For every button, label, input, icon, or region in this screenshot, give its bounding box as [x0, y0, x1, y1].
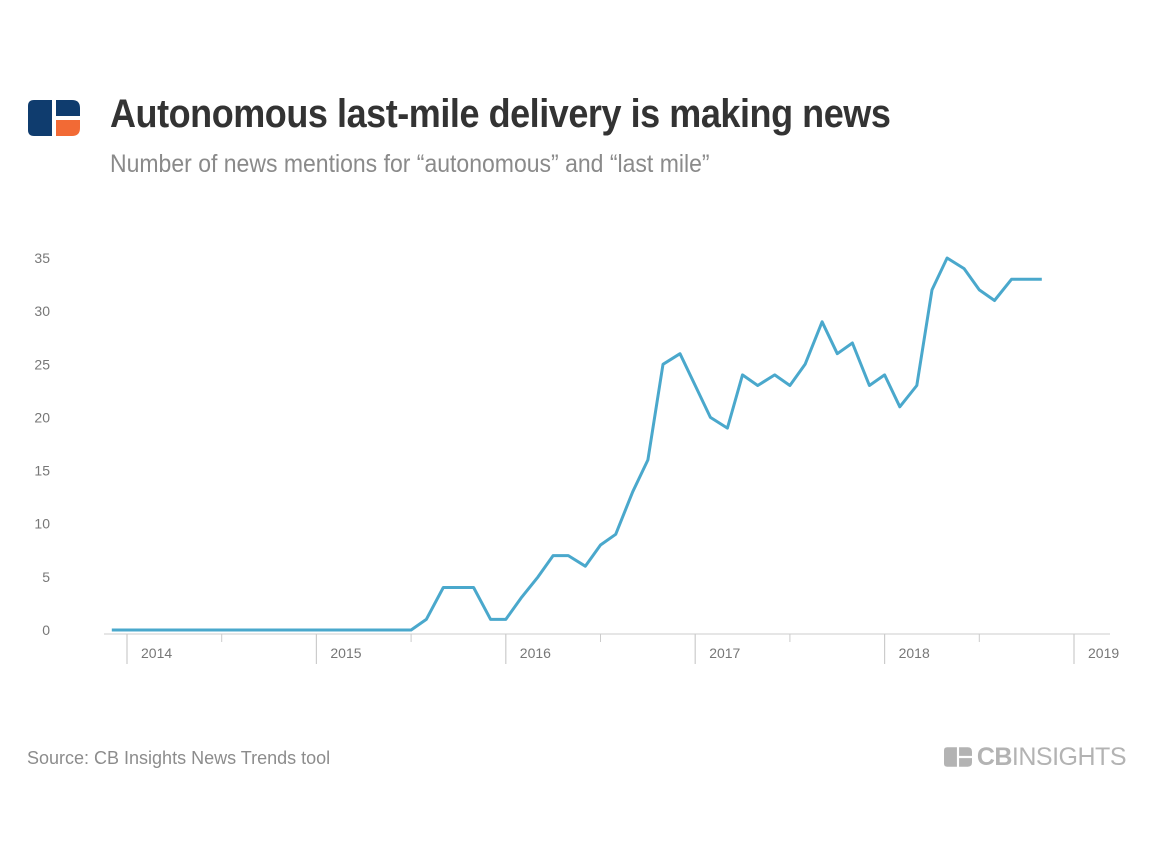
- x-axis: 2014 2015 2016 2017 2018 2019: [126, 634, 1119, 664]
- brand-bold: CB: [976, 742, 1013, 771]
- logo-b-lower: [56, 120, 80, 136]
- y-tick-label: 20: [34, 409, 50, 425]
- y-tick-label: 35: [34, 250, 50, 266]
- x-tick-label: 2019: [1088, 645, 1119, 661]
- cb-insights-logo-icon: [28, 100, 80, 136]
- y-tick-label: 10: [34, 516, 50, 532]
- y-axis: 0 5 10 15 20 25 30 35: [34, 250, 50, 638]
- y-tick-label: 5: [42, 569, 50, 585]
- brand-light: INSIGHTS: [1011, 742, 1127, 771]
- line-chart: 0 5 10 15 20 25 30 35 2014 2015 2016 2017 2018 2019: [34, 250, 1119, 664]
- y-tick-label: 30: [34, 303, 50, 319]
- x-tick-label: 2017: [709, 645, 740, 661]
- chart-subtitle: Number of news mentions for “autonomous”…: [110, 150, 710, 178]
- source-note: Source: CB Insights News Trends tool: [27, 748, 331, 768]
- chart-header: Autonomous last-mile delivery is making …: [28, 92, 1128, 192]
- x-axis-minor-ticks: [221, 634, 980, 642]
- logo-b-upper: [56, 100, 80, 116]
- brand-wordmark: CBINSIGHTS: [976, 742, 1127, 772]
- x-tick-label: 2016: [520, 645, 551, 661]
- cb-insights-brand-icon: [943, 747, 972, 767]
- y-tick-label: 15: [34, 463, 50, 479]
- x-tick-label: 2018: [899, 645, 930, 661]
- logo-c-shape: [28, 100, 52, 136]
- series-line-news-mentions: [111, 256, 1042, 632]
- chart-title: Autonomous last-mile delivery is making …: [110, 92, 891, 136]
- y-tick-label: 25: [34, 356, 50, 372]
- cb-insights-brand: CBINSIGHTS: [943, 742, 1127, 772]
- x-tick-label: 2015: [330, 645, 361, 661]
- x-tick-label: 2014: [141, 645, 172, 661]
- y-tick-label: 0: [42, 622, 50, 638]
